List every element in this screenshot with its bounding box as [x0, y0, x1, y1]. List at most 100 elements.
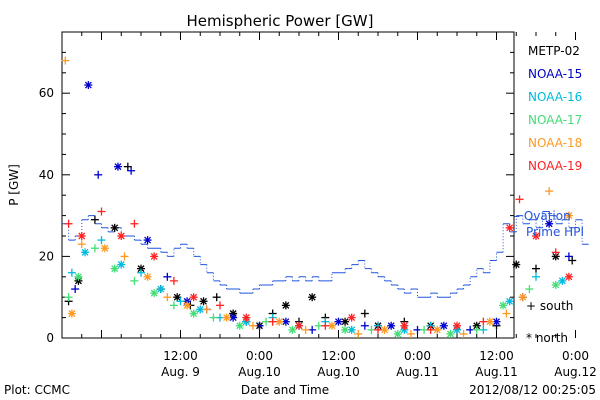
data-point [347, 313, 356, 322]
data-point [532, 232, 540, 240]
x-tick-time: 0:00 [562, 349, 589, 363]
legend-entry: NOAA-16 [528, 90, 582, 104]
x-tick-time: 0:00 [404, 349, 431, 363]
data-point [222, 313, 231, 322]
x-tick-date: Aug.11 [475, 365, 518, 379]
y-tick-label: 0 [46, 331, 54, 345]
data-point [532, 264, 540, 273]
data-point [71, 285, 80, 294]
y-tick-label: 40 [39, 168, 54, 182]
data-point [97, 236, 106, 245]
data-point [242, 313, 251, 322]
data-point [64, 219, 73, 228]
data-point [137, 268, 145, 277]
x-axis-label: Date and Time [241, 383, 329, 397]
data-point [321, 321, 330, 330]
data-point [281, 301, 290, 310]
footer-left: Plot: CCMC [4, 383, 70, 397]
data-point [216, 301, 224, 310]
data-point [189, 293, 198, 302]
data-point [209, 313, 218, 322]
data-point [74, 272, 83, 281]
data-point [117, 232, 126, 240]
data-point [551, 280, 560, 289]
data-point [545, 187, 554, 196]
data-point [150, 289, 159, 298]
data-point [130, 219, 139, 228]
data-point [169, 301, 178, 310]
legend-entry: NOAA-15 [528, 67, 582, 81]
data-point [288, 325, 297, 334]
legend-entry: METP-02 [528, 44, 580, 58]
data-point [308, 293, 317, 302]
x-tick-time: 12:00 [479, 349, 514, 363]
data-point [472, 325, 481, 334]
data-point [120, 252, 129, 261]
data-point [459, 329, 468, 338]
plot-frame [61, 31, 515, 339]
data-point [499, 301, 508, 310]
x-tick-time: 0:00 [246, 349, 273, 363]
data-point [77, 232, 86, 240]
data-point [532, 272, 540, 281]
data-point [426, 325, 435, 334]
data-point [354, 329, 363, 338]
data-point [169, 276, 178, 285]
data-point [479, 317, 488, 326]
data-point [113, 162, 122, 171]
data-point [110, 223, 119, 232]
data-point [505, 297, 514, 306]
legend-entry: NOAA-19 [528, 159, 582, 173]
data-point [173, 293, 182, 302]
data-point [446, 329, 455, 338]
y-axis: 0 20 40 60 [39, 51, 514, 345]
data-point [235, 321, 244, 330]
data-point [196, 305, 205, 314]
data-point [130, 276, 139, 285]
legend-entry: NOAA-17 [528, 113, 582, 127]
data-point [564, 252, 573, 261]
y-axis-label: P [GW] [7, 164, 21, 206]
footer-right: 2012/08/12 00:25:05 [469, 383, 596, 397]
data-point [94, 170, 103, 179]
data-point [84, 81, 93, 90]
data-point [374, 325, 382, 334]
data-point [515, 195, 524, 204]
data-point [61, 56, 70, 65]
data-point [81, 248, 90, 257]
legend-model-line1: – Ovation [514, 209, 571, 223]
x-tick-time: 12:00 [321, 349, 356, 363]
data-point [295, 321, 303, 330]
data-point [360, 321, 369, 330]
data-point [117, 260, 126, 269]
data-point [97, 207, 106, 216]
data-point [505, 223, 514, 232]
data-point [67, 309, 76, 318]
x-axis: 12:00 Aug. 9 0:00 Aug.10 12:00 Aug.10 0:00 Aug.… [61, 32, 597, 379]
x-tick-date: Aug.10 [238, 365, 281, 379]
legend-model-line2: Prime HPI [526, 225, 584, 239]
data-point [453, 321, 461, 330]
data-point [568, 256, 577, 265]
data-point [406, 329, 415, 338]
data-point [212, 293, 221, 302]
data-point [90, 215, 99, 224]
data-point [156, 285, 165, 294]
y-tick-label: 20 [39, 249, 54, 263]
data-point [334, 317, 343, 326]
x-tick-date: Aug.12 [554, 365, 597, 379]
legend-north: * north [526, 331, 568, 345]
data-point [183, 301, 192, 310]
data-point [202, 305, 211, 314]
data-point [502, 309, 511, 318]
x-tick-date: Aug.11 [396, 365, 439, 379]
x-tick-time: 12:00 [163, 349, 198, 363]
data-point [545, 219, 554, 228]
legend-south: + south [526, 299, 573, 313]
x-tick-date: Aug. 9 [161, 365, 200, 379]
data-point [341, 325, 350, 334]
data-point [199, 297, 208, 306]
x-tick-date: Aug.10 [317, 365, 360, 379]
data-point [176, 297, 185, 306]
